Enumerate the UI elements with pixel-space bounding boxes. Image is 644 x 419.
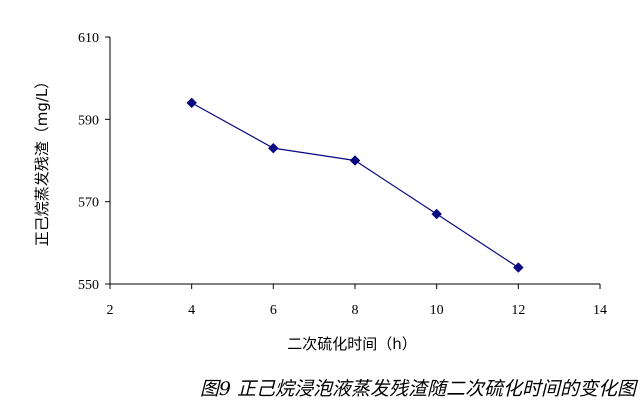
x-tick-label: 6 [270,303,277,318]
data-point-marker [186,97,198,109]
x-tick-label: 4 [188,303,195,318]
data-point-marker [267,142,279,154]
data-point-marker [512,262,524,273]
y-tick-label: 610 [78,31,99,46]
series-line [191,102,519,269]
x-axis-title: 二次硫化时间（h） [287,335,417,353]
figure-caption: 图9 正己烷浸泡液蒸发残渣随二次硫化时间的变化图 [199,378,636,400]
data-point-marker [349,155,361,166]
data-series [186,97,524,273]
y-axis-ticks: 610 590 570 550 [78,31,110,293]
x-tick-label: 12 [511,303,525,318]
x-tick-label: 10 [430,303,444,318]
y-axis-title: 正己烷蒸发残渣（mg/L） [33,74,51,247]
x-tick-label: 8 [352,303,359,318]
y-tick-label: 550 [78,278,99,293]
x-tick-label: 2 [107,303,114,318]
line-chart: 610 590 570 550 2 4 6 8 10 12 14 二次硫化时间（h） 正己烷蒸发残… [33,31,607,353]
x-tick-label: 14 [593,303,607,318]
data-point-marker [431,208,443,220]
x-axis-ticks: 2 4 6 8 10 12 14 [107,284,607,318]
y-tick-label: 590 [78,113,99,128]
y-tick-label: 570 [78,196,99,211]
